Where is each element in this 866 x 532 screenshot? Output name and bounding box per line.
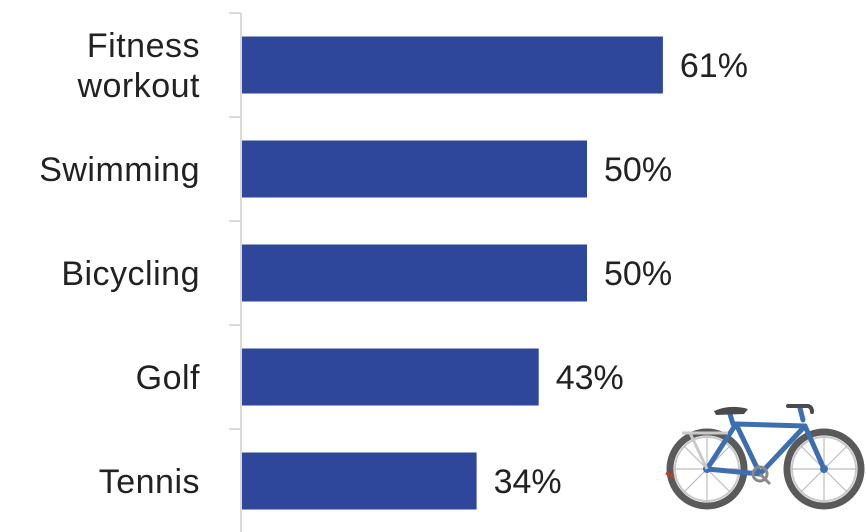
value-label: 61% [680,47,748,85]
value-label: 50% [604,255,672,293]
value-label: 50% [604,151,672,189]
category-label: Fitness workout [76,27,200,105]
category-label-line: Swimming [39,151,200,189]
bar-golf [242,348,539,406]
category-label-line: Tennis [99,463,200,501]
labels-group: 61% Fitness workout 50% Swimming 50% Bicycling… [39,27,748,501]
category-label: Swimming [39,151,200,189]
value-label: 43% [556,359,624,397]
category-label: Bicycling [61,255,200,293]
axis-layer [229,12,242,532]
category-label-line: Bicycling [61,255,200,293]
bars-group [242,36,663,510]
bar-tennis [242,452,477,510]
category-label-line: Golf [136,359,200,397]
bar-fitness-workout [242,36,663,94]
bicycle-icon [665,404,865,510]
bar-bicycling [242,244,587,302]
category-label: Tennis [99,463,200,501]
category-label-line: workout [76,67,200,105]
category-label: Golf [136,359,200,397]
category-label-line: Fitness [87,27,200,65]
bar-swimming [242,140,587,198]
value-label: 34% [494,463,562,501]
